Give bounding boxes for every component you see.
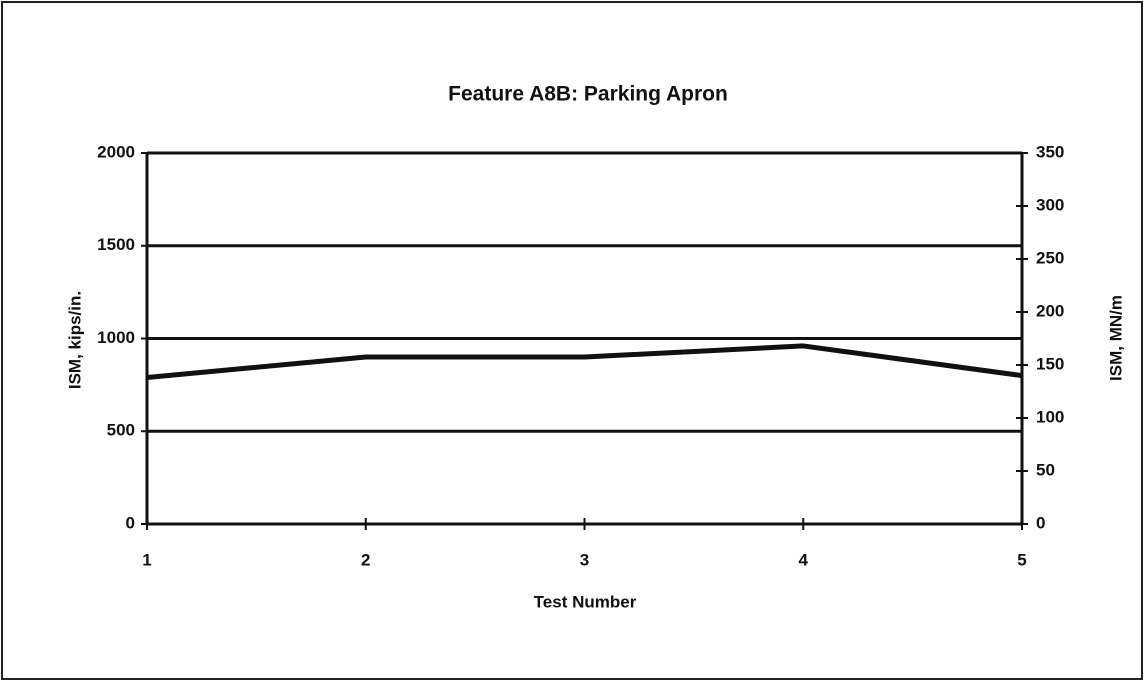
y2-tick-label: 0	[1036, 513, 1045, 532]
y2-tick-label: 300	[1036, 195, 1064, 214]
y2-tick-label: 150	[1036, 354, 1064, 373]
x-tick-label: 1	[142, 550, 151, 569]
y-tick-label: 500	[107, 421, 135, 440]
x-tick-label: 5	[1017, 550, 1026, 569]
x-axis-label: Test Number	[534, 592, 637, 611]
y2-tick-label: 250	[1036, 248, 1064, 267]
y2-tick-label: 350	[1036, 142, 1064, 161]
y-tick-label: 2000	[97, 142, 135, 161]
y2-tick-label: 200	[1036, 301, 1064, 320]
data-line	[146, 343, 1023, 380]
x-tick-label: 4	[799, 550, 809, 569]
y-tick-label: 1000	[97, 328, 135, 347]
y-tick-label: 0	[126, 513, 135, 532]
y-axis-label: ISM, kips/in.	[65, 291, 84, 389]
x-tick-label: 3	[580, 550, 589, 569]
x-tick-label: 2	[361, 550, 370, 569]
chart-title: Feature A8B: Parking Apron	[448, 83, 728, 106]
y2-tick-label: 100	[1036, 407, 1064, 426]
y-tick-label: 1500	[97, 235, 135, 254]
y2-axis-label: ISM, MN/m	[1106, 295, 1125, 381]
y2-tick-label: 50	[1036, 460, 1055, 479]
